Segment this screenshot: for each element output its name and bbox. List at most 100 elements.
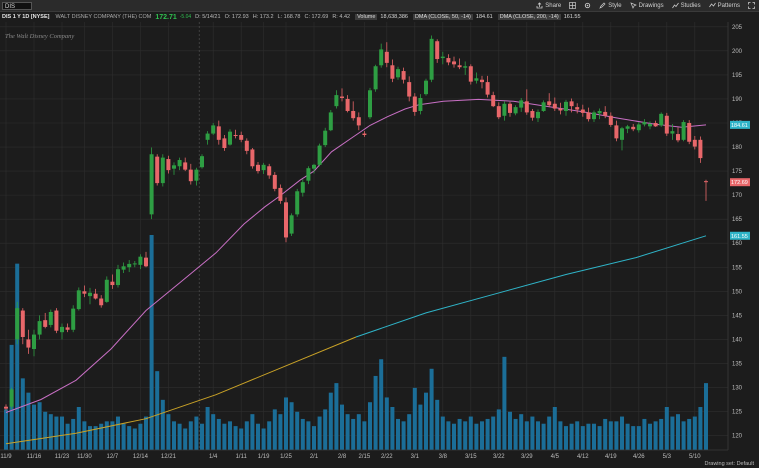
date-tick-label: 5/3 [663, 454, 672, 460]
studies-button[interactable]: Studies [671, 2, 701, 9]
date-tick-label: 3/15 [465, 454, 477, 460]
candle-up [323, 130, 328, 146]
volume-bar [317, 416, 322, 450]
chart-symbol-label[interactable]: DIS 1 Y 1D [NYSE] [2, 14, 50, 20]
volume-value: 18,638,386 [380, 14, 408, 20]
symbol-input[interactable]: DIS [2, 1, 32, 10]
candle-down [222, 138, 227, 148]
volume-bar [205, 407, 210, 450]
date-tick-label: 1/4 [209, 454, 218, 460]
candle-up [205, 133, 210, 140]
dma200-study-label[interactable]: DMA (CLOSE, 200, -14) [497, 14, 561, 20]
candle-up [88, 292, 92, 297]
share-button[interactable]: Share [536, 2, 561, 9]
candle-up [317, 145, 322, 165]
candle-down [547, 101, 552, 106]
price-tick-label: 155 [732, 265, 743, 271]
volume-bar [88, 426, 92, 450]
date-tick-label: 1/11 [236, 454, 248, 460]
date-tick-label: 2/8 [338, 454, 347, 460]
volume-bar [659, 418, 664, 450]
candle-down [216, 126, 221, 140]
date-tick-label: 11/23 [55, 454, 70, 460]
candle-down [144, 257, 148, 267]
volume-bar [233, 426, 238, 450]
volume-bar [412, 387, 417, 450]
candle-down [692, 139, 697, 147]
candle-down [608, 115, 613, 125]
style-button[interactable]: Style [599, 2, 622, 9]
last-price: 172.71 [155, 13, 177, 21]
grid-layout-button[interactable] [569, 2, 577, 9]
drawings-icon [629, 2, 637, 9]
volume-bar [82, 421, 87, 450]
dma50-value: 184.61 [475, 14, 493, 20]
candle-down [267, 166, 272, 176]
price-tick-label: 140 [732, 337, 743, 343]
candle-up [373, 66, 378, 90]
candle-down [664, 115, 669, 134]
volume-study-label[interactable]: Volume [355, 14, 378, 20]
candle-down [586, 112, 591, 120]
ohlc-low: L: 168.78 [277, 14, 301, 20]
candle-down [552, 103, 557, 109]
candle-down [43, 320, 48, 327]
date-tick-label: 4/19 [605, 454, 617, 460]
volume-bar [620, 416, 624, 450]
dma50-study-label[interactable]: DMA (CLOSE, 50, -14) [412, 14, 473, 20]
candle-down [244, 140, 249, 151]
candle-down [250, 149, 255, 167]
volume-bar [530, 416, 535, 450]
volume-bar [160, 399, 165, 450]
candle-down [485, 82, 490, 95]
volume-bar [340, 404, 344, 450]
candle-down [446, 58, 451, 63]
candle-up [670, 131, 675, 134]
volume-bar [474, 423, 479, 450]
price-label-box [730, 178, 750, 187]
volume-bar [328, 392, 333, 450]
volume-bar [698, 407, 703, 450]
candle-up [200, 156, 204, 168]
volume-bar [390, 407, 395, 450]
expand-icon [748, 2, 755, 9]
settings-button[interactable] [584, 2, 591, 9]
volume-bar [580, 426, 585, 450]
volume-bar [418, 404, 423, 450]
volume-bar [592, 423, 596, 450]
drawings-button[interactable]: Drawings [629, 2, 664, 9]
volume-bar [569, 423, 574, 450]
candle-up [138, 256, 143, 265]
candle-up [474, 78, 479, 81]
candle-up [60, 326, 64, 333]
date-tick-label: 11/30 [77, 454, 92, 460]
volume-bar [642, 418, 647, 450]
volume-bar [564, 426, 568, 450]
grid-icon [569, 2, 577, 9]
maximize-button[interactable] [748, 2, 755, 9]
candle-up [513, 107, 518, 114]
volume-bar [597, 426, 602, 450]
candle-up [48, 311, 53, 325]
volume-bar [480, 421, 484, 450]
candle-down [99, 298, 104, 306]
date-tick-label: 3/29 [521, 454, 533, 460]
volume-bar [653, 421, 658, 450]
volume-bar [312, 426, 316, 450]
patterns-button[interactable]: Patterns [708, 2, 740, 9]
date-tick-label: 1/25 [280, 454, 292, 460]
volume-bar [121, 423, 126, 450]
candle-down [166, 159, 171, 171]
candle-down [183, 162, 188, 170]
chart-info-bar: DIS 1 Y 1D [NYSE] WALT DISNEY COMPANY (T… [0, 12, 759, 22]
volume-bar [558, 421, 563, 450]
candle-down [20, 310, 25, 337]
date-tick-label: 3/8 [439, 454, 448, 460]
volume-bar [446, 421, 451, 450]
candle-down [188, 169, 193, 182]
volume-bar [379, 359, 384, 450]
volume-bar [401, 421, 406, 450]
drawing-set-label[interactable]: Drawing set: Default [704, 461, 754, 467]
candle-down [356, 117, 361, 126]
